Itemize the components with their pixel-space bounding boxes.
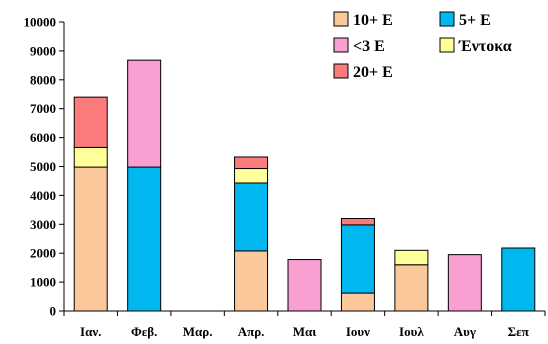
bar-segment-3-e [447,254,482,312]
x-tick-label: Φεβ. [131,324,157,339]
x-tick-label: Ιαν. [80,324,101,339]
legend-label-5-e: 5+ E [459,12,491,29]
bar-segment-10-e [234,250,269,312]
y-tick-label: 0 [50,304,57,319]
legend-swatch-5-e [439,11,455,27]
x-tick-label: Ιουλ [399,324,424,339]
bar-segment-έντοκα [73,146,108,168]
bar-segment-20-e [234,156,269,170]
bar-segment-5-e [501,247,536,312]
y-tick-label: 7000 [30,101,56,116]
bar-segment-20-e [340,218,375,226]
bar-segment-10-e [394,264,429,312]
bar-segment-10-e [340,292,375,312]
y-tick-label: 8000 [30,72,56,87]
y-tick-label: 4000 [30,188,56,203]
bar-segment-έντοκα [234,168,269,184]
y-tick-label: 1000 [30,275,56,290]
y-tick-label: 9000 [30,43,56,58]
bars [73,59,536,312]
bar-segment-5-e [340,224,375,294]
bar-segment-3-e [127,59,162,168]
bar-segment-έντοκα [394,249,429,266]
bar-segment-20-e [73,96,108,148]
bar-segment-10-e [73,166,108,312]
legend-swatch-20-e [333,63,349,79]
legend: 10+ E 5+ E <3 E Έντοκα 20+ E [333,11,512,81]
y-tick-label: 6000 [30,130,56,145]
legend-swatch-3-e [333,37,349,53]
x-tick-label: Μαρ. [183,324,213,339]
y-tick-label: 2000 [30,246,56,261]
y-tick-label: 10000 [24,15,57,30]
x-tick-label: Αυγ [454,324,476,339]
bar-segment-5-e [234,182,269,252]
bar-segment-3-e [287,259,322,312]
x-tick-label: Σεπ [508,324,529,339]
y-tick-label: 5000 [30,159,56,174]
x-tick-label: Απρ. [238,324,265,339]
legend-swatch-έντοκα [439,37,455,53]
y-axis: 0 1000 2000 3000 4000 5000 6000 7000 8000 9000 100… [24,15,65,319]
x-axis: Ιαν. Φεβ. Μαρ. Απρ. Μαι Ιουν Ιουλ Αυγ Σεπ [63,310,546,339]
legend-label-20-e: 20+ E [353,64,393,81]
legend-label-3-e: <3 E [353,38,385,55]
legend-swatch-10-e [333,11,349,27]
y-tick-label: 3000 [30,217,56,232]
legend-label-έντοκα: Έντοκα [458,38,512,55]
x-tick-label: Ιουν [346,324,370,339]
legend-label-10-e: 10+ E [353,12,393,29]
bar-segment-5-e [127,166,162,312]
x-tick-label: Μαι [293,324,317,339]
